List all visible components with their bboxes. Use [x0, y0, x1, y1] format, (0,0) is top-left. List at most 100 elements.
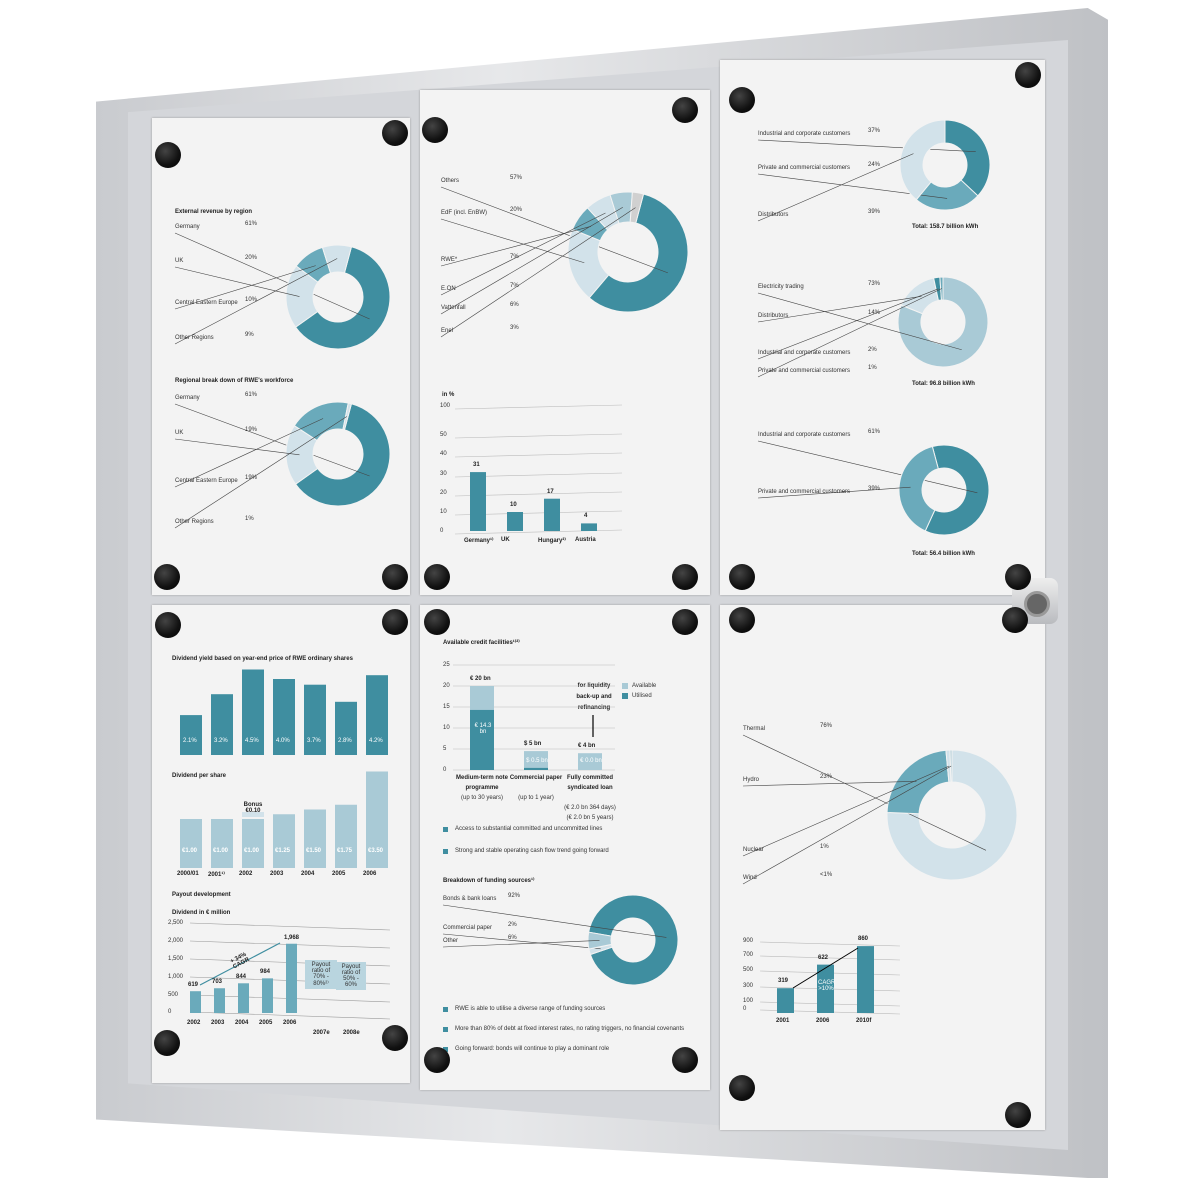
slice-value: 9% — [245, 332, 254, 338]
tick-label: 1,000 — [168, 974, 184, 980]
bar-value: 4.2% — [369, 738, 383, 744]
slice-label: Enel — [441, 328, 454, 334]
slice-label: Private and commercial customers — [758, 489, 851, 495]
bar — [242, 819, 264, 868]
slice-label: Distributors — [758, 313, 789, 319]
bar-value: €1.00 — [213, 848, 229, 854]
leader-line — [440, 186, 668, 274]
bar-utilised — [470, 709, 494, 770]
slice-label: Germany — [175, 395, 200, 401]
bar-value: 4 — [584, 513, 588, 520]
bar — [286, 943, 297, 1013]
magnet — [424, 564, 450, 590]
bar-value: 844 — [236, 974, 247, 981]
slice-label: UK — [175, 430, 184, 436]
gridline — [189, 1011, 391, 1020]
leader-line — [757, 139, 976, 152]
leader-line — [174, 416, 347, 529]
legend-swatch — [622, 683, 628, 689]
bar-value: 17 — [547, 488, 554, 495]
bullet-item: Access to substantial committed and unco… — [443, 826, 602, 832]
category-sublabel: (up to 1 year) — [518, 795, 554, 801]
total-label: Total: 96.8 billion kWh — [912, 381, 975, 387]
bar-value: 31 — [473, 462, 480, 469]
slice-value: 2% — [508, 922, 517, 928]
bar — [335, 804, 357, 868]
slice-value: 1% — [868, 365, 877, 371]
leader-line — [742, 765, 950, 857]
magnet — [382, 120, 408, 146]
tick-label: 700 — [743, 952, 754, 958]
slice-label: Thermal — [743, 726, 766, 732]
cabinet-lock[interactable] — [1012, 578, 1058, 624]
bar — [366, 675, 388, 755]
category-label: 2006 — [363, 871, 377, 877]
bar-available — [524, 751, 548, 770]
total-label: Total: 158.7 billion kWh — [912, 224, 979, 230]
magnet — [382, 609, 408, 635]
tick-label: 50 — [440, 432, 447, 438]
slice-label: RWE* — [441, 257, 458, 263]
leader-line — [440, 207, 636, 338]
category-label: Commercial paper — [509, 775, 563, 781]
tick-label: 2,500 — [168, 920, 184, 926]
magnet — [672, 564, 698, 590]
bar-inner-label: € 0.0 bn — [580, 758, 602, 764]
category-label: UK — [501, 537, 510, 543]
bar-value: 4.5% — [245, 738, 259, 744]
gridline — [454, 433, 623, 439]
slice-label: Bonds & bank loans — [443, 896, 497, 902]
slice-value: 73% — [868, 281, 881, 287]
chart-subtitle: Dividend in € million — [172, 910, 231, 916]
leader-line — [174, 265, 316, 310]
magnet — [422, 117, 448, 143]
tick-label: 500 — [168, 992, 179, 998]
bar — [581, 523, 597, 531]
tick-label: 10 — [440, 509, 447, 515]
sheet-2 — [420, 90, 710, 595]
tick-label: 30 — [440, 471, 447, 477]
tick-label: 1,500 — [168, 956, 184, 962]
leader-line — [757, 292, 962, 351]
tick-label: 100 — [440, 403, 451, 409]
gridline — [189, 922, 391, 931]
bar-value: 619 — [188, 982, 199, 989]
tick-label: 25 — [443, 662, 450, 668]
bar-available — [578, 753, 602, 770]
tick-label: 10 — [443, 725, 450, 731]
donut-slice — [629, 191, 645, 224]
leader-line — [174, 266, 300, 297]
magnet — [729, 1075, 755, 1101]
slice-label: E.ON — [441, 286, 456, 292]
leader-line — [174, 258, 338, 345]
magnet — [1002, 607, 1028, 633]
donut-slice — [321, 244, 353, 274]
tick-label: 5 — [443, 746, 447, 752]
category-label: 2004 — [301, 871, 315, 877]
slice-label: Wind — [743, 875, 757, 881]
slice-value: 3% — [510, 325, 519, 331]
tick-label: 0 — [168, 1009, 172, 1015]
magnet — [672, 1047, 698, 1073]
magnet — [155, 612, 181, 638]
leader-line — [757, 288, 939, 360]
keyhole-icon — [1024, 591, 1050, 617]
slice-label: Private and commercial customers — [758, 165, 851, 171]
bar — [273, 814, 295, 868]
bar — [273, 679, 295, 755]
slice-label: EdF (incl. EnBW) — [441, 210, 488, 216]
donut-slice — [897, 276, 989, 368]
tick-label: 20 — [440, 490, 447, 496]
bullet-item: More than 80% of debt at fixed interest … — [443, 1026, 684, 1032]
bar — [211, 694, 233, 755]
slice-value: 39% — [868, 486, 881, 492]
bar-value: €1.50 — [306, 848, 322, 854]
tick-label: 100 — [743, 998, 754, 1004]
category-label: 2008e — [343, 1030, 360, 1036]
slice-label: Industrial and corporate customers — [758, 350, 851, 356]
bar-value: 984 — [260, 969, 271, 976]
magnet — [1005, 564, 1031, 590]
payout-box: Payout ratio of 50% - 60% — [336, 962, 366, 990]
bar — [238, 983, 249, 1013]
category-label: 2001¹⁾ — [208, 872, 225, 878]
